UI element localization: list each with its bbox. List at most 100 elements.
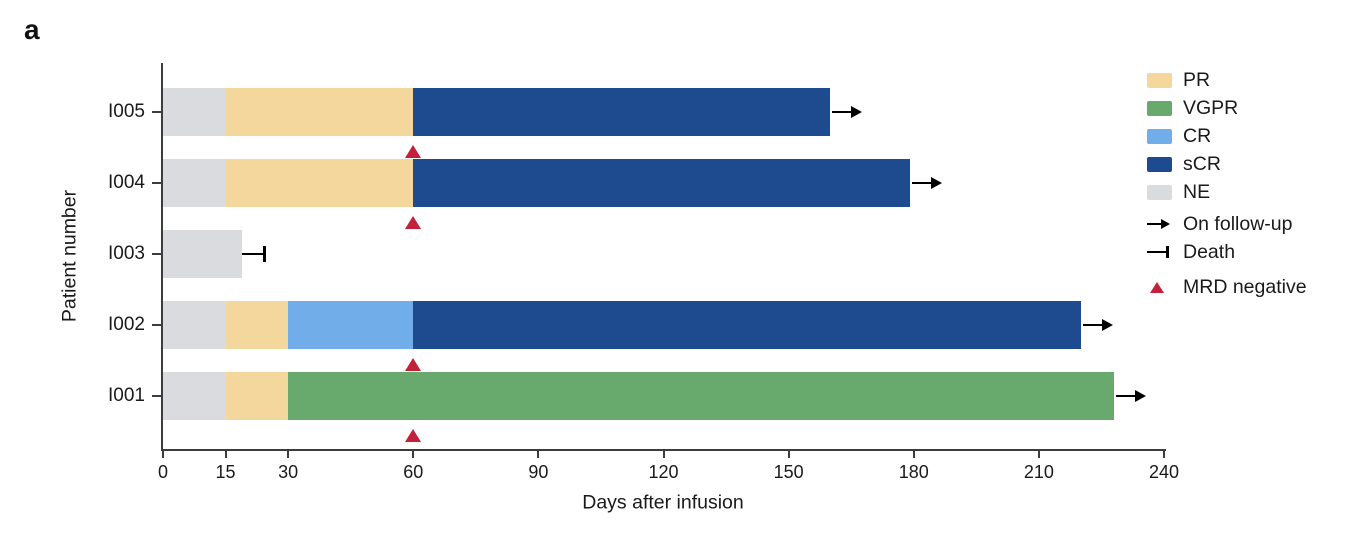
x-tick-label: 210 (1023, 462, 1054, 482)
legend-label: PR (1183, 68, 1211, 91)
mrd-negative-marker (405, 145, 422, 158)
legend-label: CR (1183, 124, 1212, 147)
bar-segment-PR (225, 301, 289, 349)
x-tick-label: 60 (403, 462, 424, 482)
color-swatch (1147, 100, 1172, 116)
y-tick-label: I004 (108, 172, 145, 193)
bar-segment-NE (163, 88, 226, 136)
legend-label: Death (1183, 240, 1236, 263)
bar-segment-NE (163, 301, 226, 349)
x-tick-label: 180 (898, 462, 929, 482)
x-axis-tick (1037, 451, 1040, 458)
death-cap (1166, 246, 1169, 258)
plot-area: 0 15 30 60 90 120 150 180 210 240 I005 I004 I003 I002… (108, 63, 1179, 482)
x-axis-tick (162, 451, 164, 458)
legend-label: On follow-up (1183, 212, 1293, 235)
y-axis-tick (152, 111, 161, 113)
legend-item-ne: NE (1147, 178, 1307, 206)
color-swatch (1147, 72, 1172, 88)
legend-swatch-NE (1147, 184, 1177, 200)
x-axis-tick (787, 451, 790, 458)
follow-up-arrow-head (851, 106, 863, 118)
x-axis-title: Days after infusion (582, 491, 744, 514)
y-axis-tick (152, 253, 161, 255)
x-tick-label: 240 (1148, 462, 1180, 482)
follow-up-arrow (1115, 394, 1137, 398)
follow-up-arrow (1082, 323, 1104, 327)
bar-segment-NE (163, 159, 226, 207)
y-tick-label: I005 (108, 101, 145, 122)
x-tick-label: 0 (157, 462, 168, 482)
y-axis-tick (152, 324, 161, 326)
legend-item-on-follow-up: On follow-up (1147, 210, 1307, 238)
panel-label: a (24, 14, 40, 45)
death-marker-cap (263, 246, 267, 262)
x-axis-tick (1163, 451, 1165, 458)
legend-item-mrd-negative: MRD negative (1147, 273, 1307, 301)
x-axis-tick (912, 451, 915, 458)
legend-label: MRD negative (1183, 275, 1307, 298)
bar-segment-NE (163, 230, 243, 278)
x-axis-tick (662, 451, 665, 458)
bar-segment-sCR (413, 301, 1081, 349)
follow-up-arrow-icon (1147, 216, 1177, 232)
bar-segment-NE (163, 372, 226, 420)
legend: PR VGPR CR sCR NE On follow-up Death MRD negati… (1147, 66, 1307, 301)
triangle (1150, 282, 1164, 293)
bar-segment-PR (225, 372, 289, 420)
x-axis-line (161, 449, 1166, 451)
bar-segment-sCR (413, 88, 831, 136)
legend-item-vgpr: VGPR (1147, 94, 1307, 122)
y-axis-tick (152, 182, 161, 184)
y-tick-label: I001 (108, 385, 145, 406)
follow-up-arrow-head (1101, 319, 1113, 331)
bar-segment-CR (288, 301, 414, 349)
y-axis-title: Patient number (58, 189, 81, 323)
legend-label: VGPR (1183, 96, 1239, 119)
color-swatch (1147, 128, 1172, 144)
follow-up-arrow-head (930, 177, 942, 189)
legend-label: NE (1183, 180, 1211, 203)
mrd-triangle-icon (1147, 279, 1177, 295)
bar-segment-PR (225, 159, 414, 207)
x-tick-label: 120 (648, 462, 679, 482)
legend-swatch-VGPR (1147, 100, 1177, 116)
mrd-negative-marker (405, 429, 422, 442)
legend-swatch-PR (1147, 72, 1177, 88)
legend-item-death: Death (1147, 238, 1307, 266)
x-tick-label: 15 (215, 462, 236, 482)
death-marker-line (242, 252, 266, 256)
bar-segment-VGPR (288, 372, 1114, 420)
follow-up-arrow-head (1134, 390, 1146, 402)
death-marker-icon (1147, 244, 1177, 260)
color-swatch (1147, 156, 1172, 172)
y-tick-label: I002 (108, 314, 145, 335)
legend-item-cr: CR (1147, 122, 1307, 150)
y-axis-tick (152, 395, 161, 397)
x-axis-tick (287, 451, 290, 458)
x-tick-label: 90 (528, 462, 549, 482)
x-tick-label: 150 (773, 462, 804, 482)
legend-label: sCR (1183, 152, 1221, 175)
legend-swatch-CR (1147, 128, 1177, 144)
legend-swatch-sCR (1147, 156, 1177, 172)
legend-item-scr: sCR (1147, 150, 1307, 178)
bar-segment-sCR (413, 159, 910, 207)
x-axis-tick (537, 451, 540, 458)
mrd-negative-marker (405, 216, 422, 229)
x-axis-tick (412, 451, 415, 458)
arrow-line (1147, 223, 1162, 225)
x-tick-label: 30 (278, 462, 299, 482)
x-axis-tick (224, 451, 227, 458)
color-swatch (1147, 184, 1172, 200)
follow-up-arrow (832, 110, 854, 114)
legend-item-pr: PR (1147, 66, 1307, 94)
y-tick-label: I003 (108, 243, 145, 264)
death-line (1147, 251, 1166, 253)
follow-up-arrow (911, 181, 933, 185)
bar-segment-PR (225, 88, 414, 136)
y-axis-line (161, 63, 163, 451)
mrd-negative-marker (405, 358, 422, 371)
arrow-head (1161, 219, 1170, 229)
